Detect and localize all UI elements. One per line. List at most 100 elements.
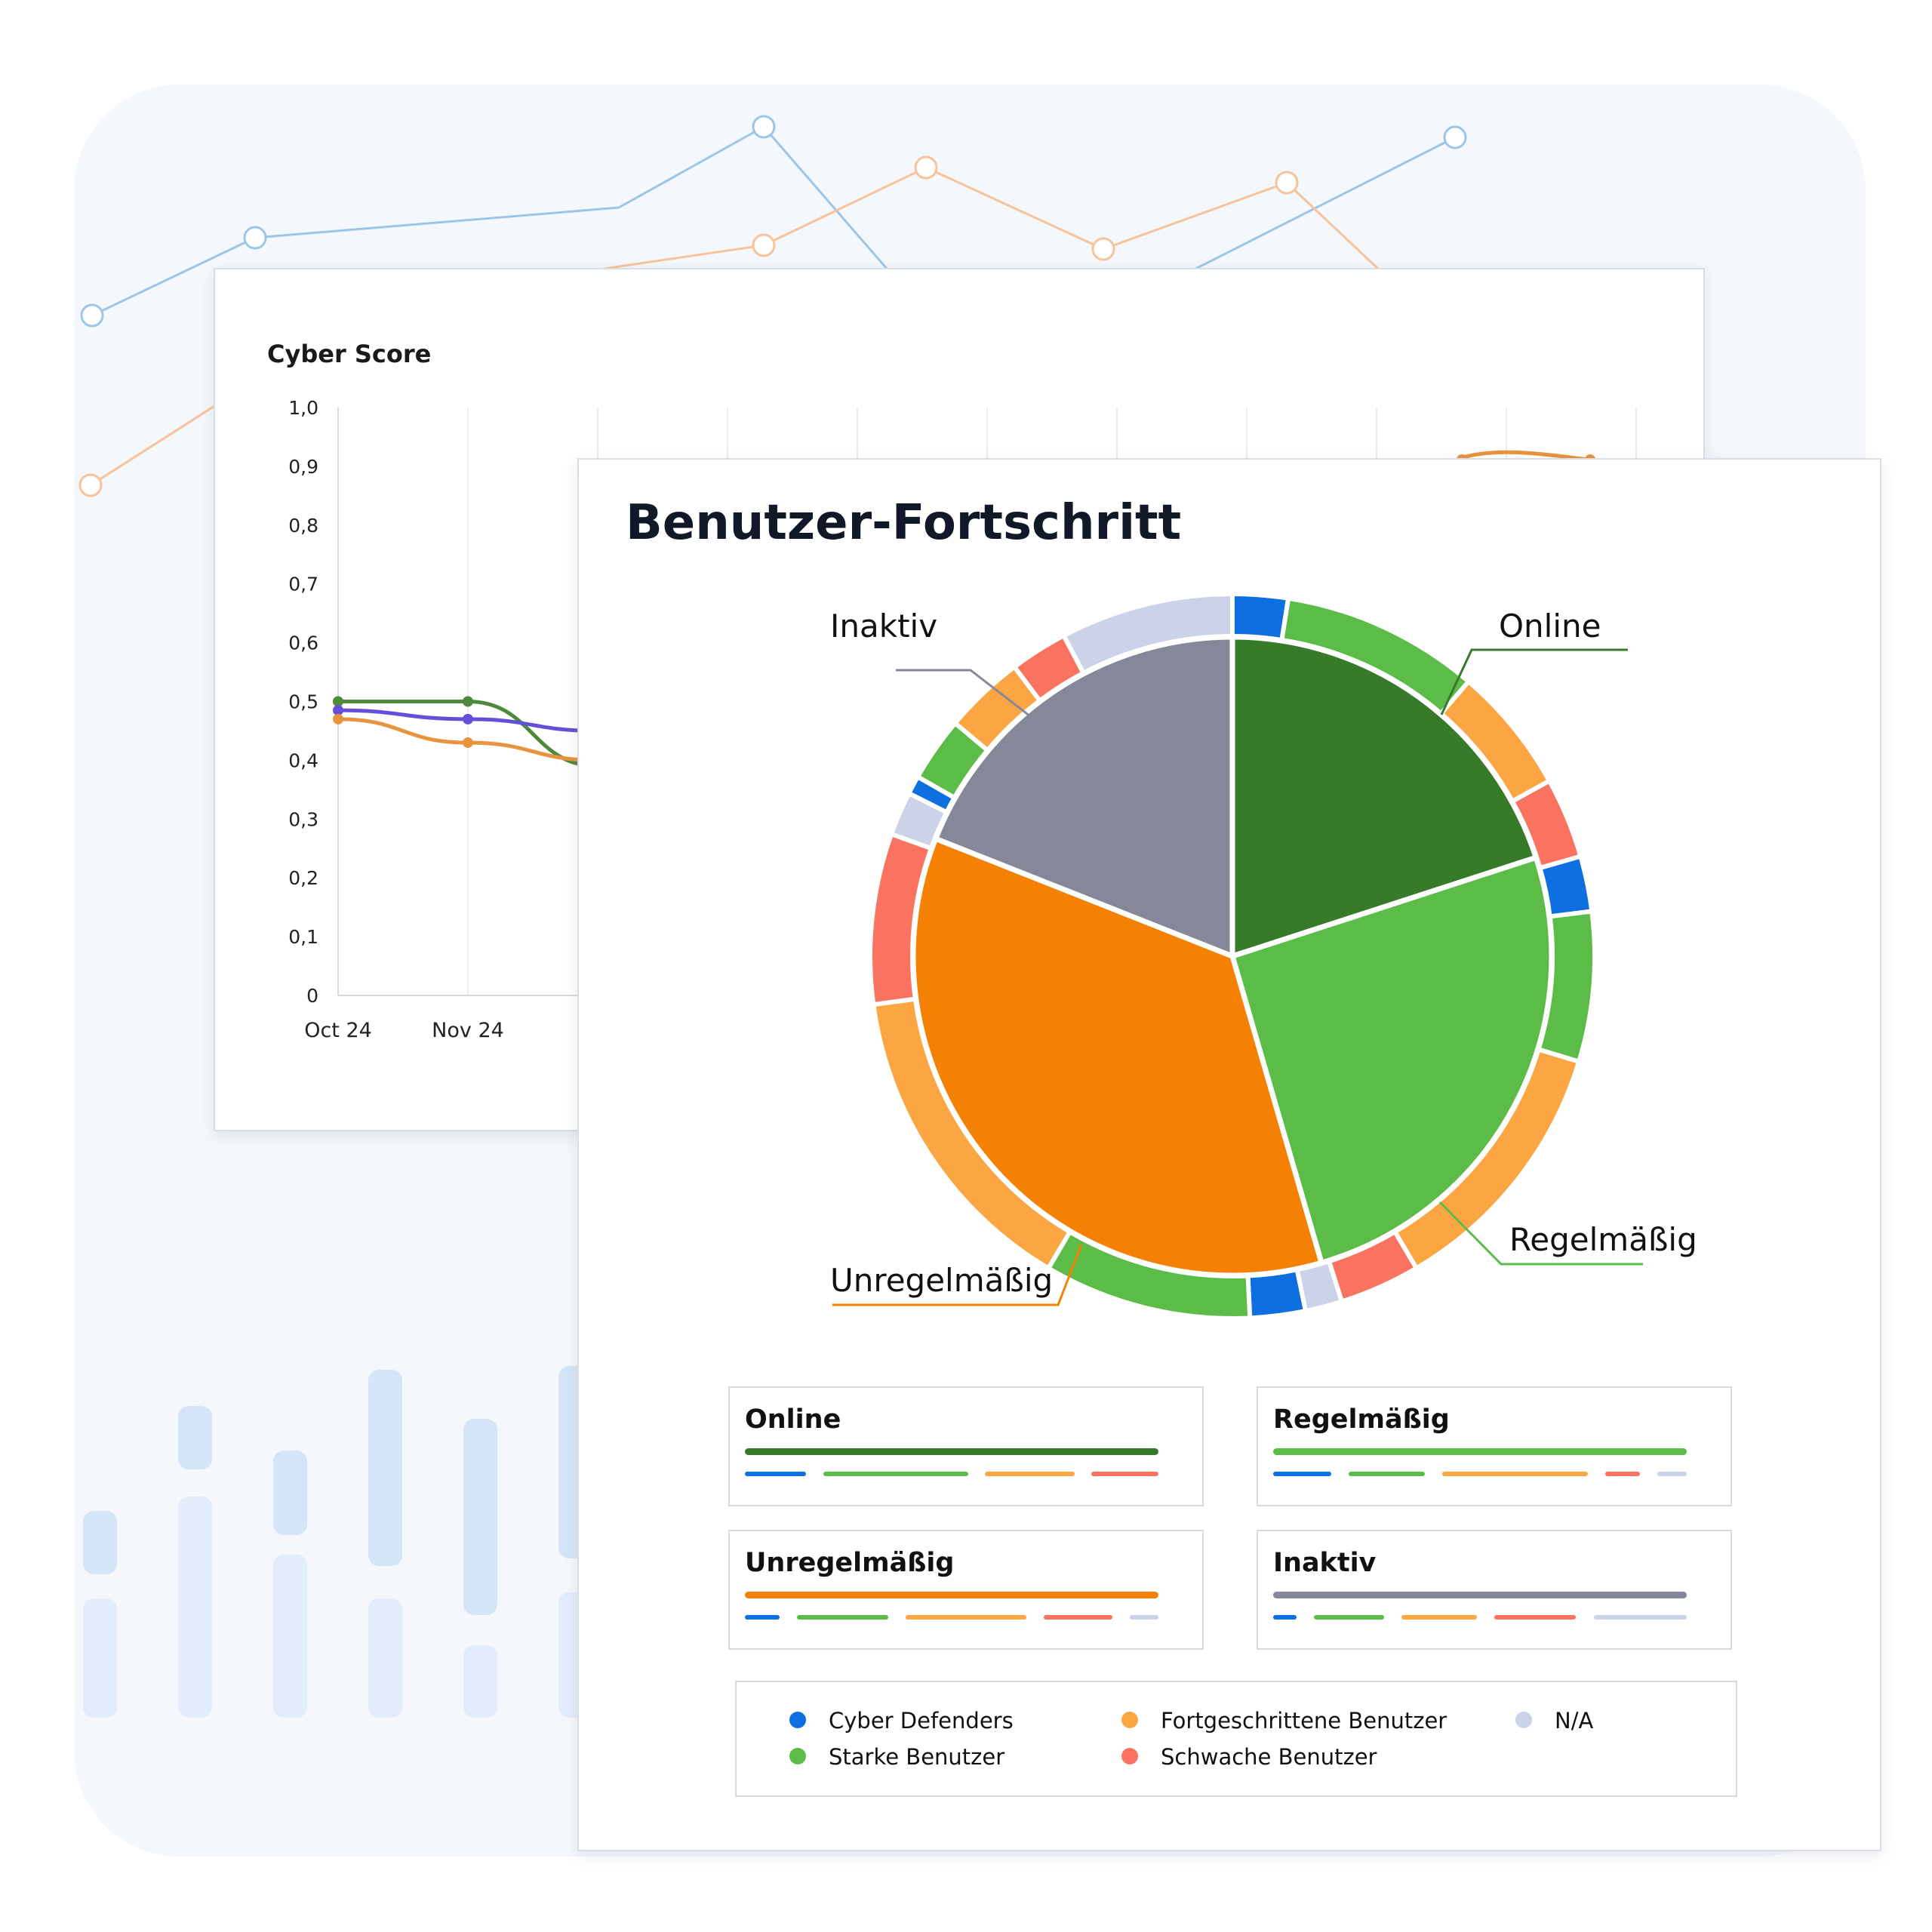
bg-point [752, 233, 776, 257]
y-tick-label: 1,0 [288, 397, 318, 419]
key-item-schwache-benutzer: Schwache Benutzer [1121, 1744, 1377, 1770]
key-item-fortgeschrittene-benutzer: Fortgeschrittene Benutzer [1121, 1708, 1447, 1734]
x-tick-label: Oct 24 [304, 1019, 372, 1042]
series-point [463, 696, 473, 707]
legend-segment [823, 1472, 969, 1476]
key-label: Starke Benutzer [829, 1744, 1005, 1770]
bg-point [80, 303, 104, 328]
key-dot [789, 1712, 806, 1728]
ring-segment [1245, 1266, 1309, 1321]
legend-segment [796, 1615, 889, 1620]
bg-bar [178, 1497, 212, 1718]
y-tick-label: 0,4 [288, 749, 318, 771]
legend-box-bar [1273, 1592, 1687, 1598]
legend-segment [1494, 1615, 1577, 1620]
bg-bar [273, 1451, 307, 1535]
legend-box-segments [1273, 1615, 1687, 1620]
bg-bar [463, 1645, 497, 1718]
series-line [338, 699, 598, 768]
legend-box-label: Online [745, 1404, 841, 1435]
bg-point [78, 473, 103, 497]
legend-box-online: Online [728, 1386, 1204, 1506]
bg-bar [83, 1511, 117, 1574]
key-item-na: N/A [1515, 1708, 1593, 1734]
y-tick-label: 0,5 [288, 691, 318, 713]
y-tick-label: 0,7 [288, 574, 318, 595]
user-progress-title: Benutzer-Fortschritt [626, 495, 1182, 551]
legend-box-inaktiv: Inaktiv [1257, 1530, 1732, 1650]
key-dot [1121, 1712, 1138, 1728]
y-tick-label: 0,3 [288, 808, 318, 830]
callout-unregelmaessig: Unregelmäßig [830, 1262, 1053, 1299]
legend-segment [1593, 1615, 1687, 1620]
y-tick-label: 0,1 [288, 926, 318, 948]
bg-point [243, 226, 267, 250]
ring-segment [1060, 591, 1235, 676]
bg-bar [368, 1370, 402, 1566]
category-key: Cyber Defenders Starke Benutzer Fortgesc… [735, 1681, 1737, 1797]
y-tick-label: 0,9 [288, 456, 318, 478]
x-tick-label: Nov 24 [432, 1019, 504, 1042]
legend-segment [745, 1615, 780, 1620]
callout-online: Online [1499, 608, 1601, 645]
user-progress-card: Benutzer-Fortschritt Online Inaktiv Rege… [577, 458, 1881, 1851]
series-point [333, 713, 343, 724]
bg-bar [368, 1598, 402, 1718]
bg-point [1275, 171, 1299, 195]
key-dot [789, 1748, 806, 1764]
key-label: Cyber Defenders [829, 1708, 1014, 1734]
legend-segment [1401, 1615, 1478, 1620]
bg-bar [83, 1598, 117, 1718]
legend-box-label: Regelmäßig [1273, 1404, 1450, 1435]
legend-segment [1349, 1472, 1425, 1476]
ring-segment [1537, 853, 1595, 919]
bg-point [752, 115, 776, 139]
key-dot [1121, 1748, 1138, 1764]
legend-segment [1091, 1472, 1158, 1476]
legend-segment [1129, 1615, 1158, 1620]
legend-segment [1043, 1615, 1113, 1620]
legend-segment [745, 1472, 807, 1476]
series-point [333, 696, 343, 707]
pie-slices [910, 634, 1555, 1278]
key-label: N/A [1555, 1708, 1594, 1734]
legend-segment [1273, 1615, 1297, 1620]
legend-box-label: Inaktiv [1273, 1548, 1377, 1578]
key-item-starke-benutzer: Starke Benutzer [789, 1744, 1004, 1770]
legend-box-segments [745, 1615, 1158, 1620]
legend-box-bar [745, 1592, 1158, 1598]
cyber-score-title: Cyber Score [267, 340, 432, 368]
callout-inaktiv: Inaktiv [830, 608, 937, 645]
pie-outer-ring [868, 591, 1597, 1321]
series-point [333, 705, 343, 716]
bg-bar [273, 1555, 307, 1718]
bg-point [914, 155, 938, 180]
legend-segment [1273, 1472, 1332, 1476]
series-point [463, 713, 473, 724]
legend-box-regelmaessig: Regelmäßig [1257, 1386, 1732, 1506]
key-item-cyber-defenders: Cyber Defenders [789, 1708, 1014, 1734]
legend-segment [1314, 1615, 1384, 1620]
key-label: Fortgeschrittene Benutzer [1161, 1708, 1447, 1734]
ring-segment [1230, 591, 1291, 643]
legend-segment [1441, 1472, 1588, 1476]
y-tick-label: 0,8 [288, 515, 318, 537]
legend-box-bar [745, 1448, 1158, 1455]
bg-point [1091, 237, 1115, 261]
bg-point [1443, 125, 1467, 149]
legend-segment [1604, 1472, 1641, 1476]
user-progress-pie-chart: Online Inaktiv Regelmäßig Unregelmäßig [830, 591, 1697, 1321]
y-tick-label: 0,2 [288, 867, 318, 889]
legend-box-bar [1273, 1448, 1687, 1455]
legend-box-segments [1273, 1472, 1687, 1476]
legend-segment [1657, 1472, 1687, 1476]
callout-lines [832, 648, 1643, 1306]
series-line-hidden [1460, 450, 1589, 462]
legend-box-label: Unregelmäßig [745, 1548, 955, 1578]
key-dot [1515, 1712, 1532, 1728]
series-point [463, 737, 473, 749]
bg-bar [178, 1406, 212, 1469]
y-tick-label: 0 [306, 985, 318, 1007]
key-label: Schwache Benutzer [1161, 1744, 1377, 1770]
